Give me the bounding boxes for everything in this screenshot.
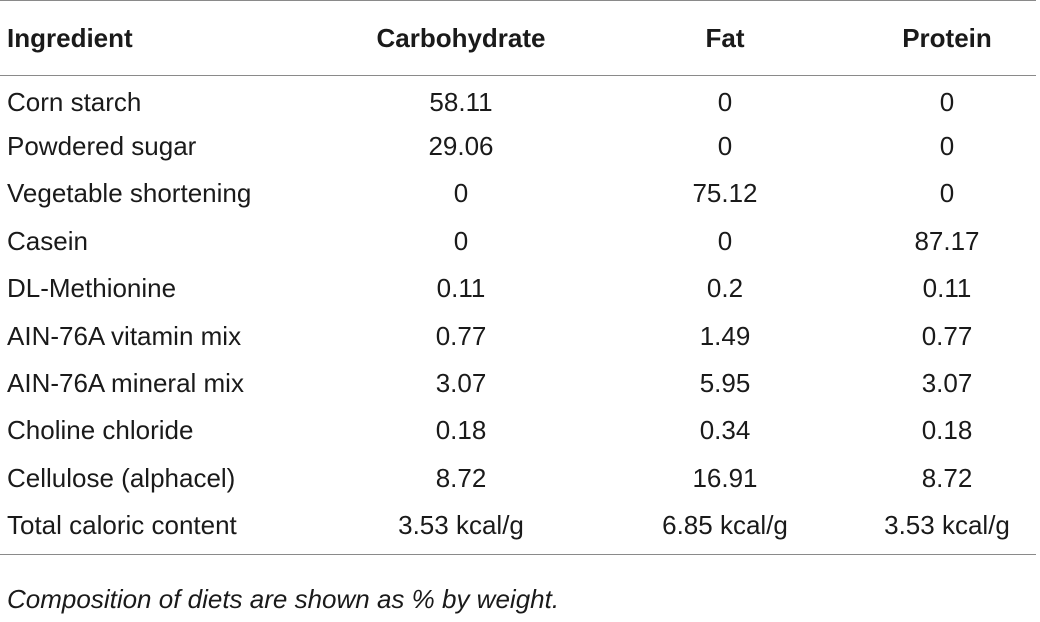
table-row: Vegetable shortening 0 75.12 0	[0, 170, 1036, 217]
table-row: Cellulose (alphacel) 8.72 16.91 8.72	[0, 455, 1036, 502]
cell-ingredient: Choline chloride	[7, 415, 194, 446]
cell-ingredient: DL-Methionine	[7, 273, 177, 304]
cell-carbohydrate: 0.11	[436, 273, 486, 304]
diet-composition-table-container: Ingredient Carbohydrate Fat Protein Corn…	[0, 0, 1036, 555]
cell-fat: 0	[717, 87, 733, 118]
cell-fat: 5.95	[699, 368, 751, 399]
cell-fat: 0.2	[706, 273, 744, 304]
cell-fat: 0	[717, 225, 733, 256]
cell-protein: 87.17	[914, 225, 980, 256]
column-header-ingredient: Ingredient	[7, 22, 133, 53]
table-row: Total caloric content 3.53 kcal/g 6.85 kca…	[0, 502, 1036, 555]
column-header-carbohydrate: Carbohydrate	[376, 22, 546, 53]
diet-composition-table: Ingredient Carbohydrate Fat Protein Corn…	[0, 0, 1036, 555]
cell-ingredient: Corn starch	[7, 87, 142, 118]
cell-ingredient: Casein	[7, 225, 88, 256]
table-header: Ingredient Carbohydrate Fat Protein	[0, 0, 1036, 76]
cell-protein: 0	[939, 131, 955, 162]
cell-protein: 8.72	[921, 462, 973, 493]
cell-carbohydrate: 0.18	[435, 415, 487, 446]
cell-carbohydrate: 3.53 kcal/g	[398, 510, 524, 541]
cell-carbohydrate: 3.07	[435, 368, 487, 399]
cell-carbohydrate: 0	[453, 225, 469, 256]
table-row: AIN-76A vitamin mix 0.77 1.49 0.77	[0, 312, 1036, 359]
cell-ingredient: Powdered sugar	[7, 131, 197, 162]
table-row: Powdered sugar 29.06 0 0	[0, 123, 1036, 170]
cell-carbohydrate: 8.72	[435, 462, 487, 493]
cell-ingredient: Cellulose (alphacel)	[7, 462, 236, 493]
cell-fat: 16.91	[692, 462, 758, 493]
cell-ingredient: AIN-76A vitamin mix	[7, 320, 242, 351]
cell-fat: 1.49	[699, 320, 751, 351]
cell-protein: 0.11	[922, 273, 972, 304]
cell-protein: 0.77	[921, 320, 973, 351]
cell-fat: 0	[717, 131, 733, 162]
cell-ingredient: Total caloric content	[7, 510, 237, 541]
cell-ingredient: AIN-76A mineral mix	[7, 368, 244, 399]
column-header-fat: Fat	[705, 22, 745, 53]
cell-protein: 0.18	[921, 415, 973, 446]
table-row: Choline chloride 0.18 0.34 0.18	[0, 407, 1036, 454]
table-row: DL-Methionine 0.11 0.2 0.11	[0, 265, 1036, 312]
cell-protein: 3.53 kcal/g	[884, 510, 1010, 541]
cell-fat: 6.85 kcal/g	[662, 510, 788, 541]
cell-fat: 75.12	[692, 178, 758, 209]
cell-protein: 0	[939, 87, 955, 118]
header-row: Ingredient Carbohydrate Fat Protein	[0, 0, 1036, 76]
cell-carbohydrate: 29.06	[428, 131, 494, 162]
cell-ingredient: Vegetable shortening	[7, 178, 252, 209]
cell-carbohydrate: 0.77	[435, 320, 487, 351]
table-row: AIN-76A mineral mix 3.07 5.95 3.07	[0, 360, 1036, 407]
table-footnote: Composition of diets are shown as % by w…	[7, 584, 560, 614]
table-body: Corn starch 58.11 0 0 Powdered sugar 29.06 0 0 V…	[0, 76, 1036, 555]
column-header-protein: Protein	[902, 22, 992, 53]
table-row: Corn starch 58.11 0 0	[0, 76, 1036, 123]
cell-protein: 3.07	[921, 368, 973, 399]
cell-fat: 0.34	[699, 415, 751, 446]
table-row: Casein 0 0 87.17	[0, 218, 1036, 265]
cell-protein: 0	[939, 178, 955, 209]
cell-carbohydrate: 0	[453, 178, 469, 209]
cell-carbohydrate: 58.11	[429, 87, 493, 118]
